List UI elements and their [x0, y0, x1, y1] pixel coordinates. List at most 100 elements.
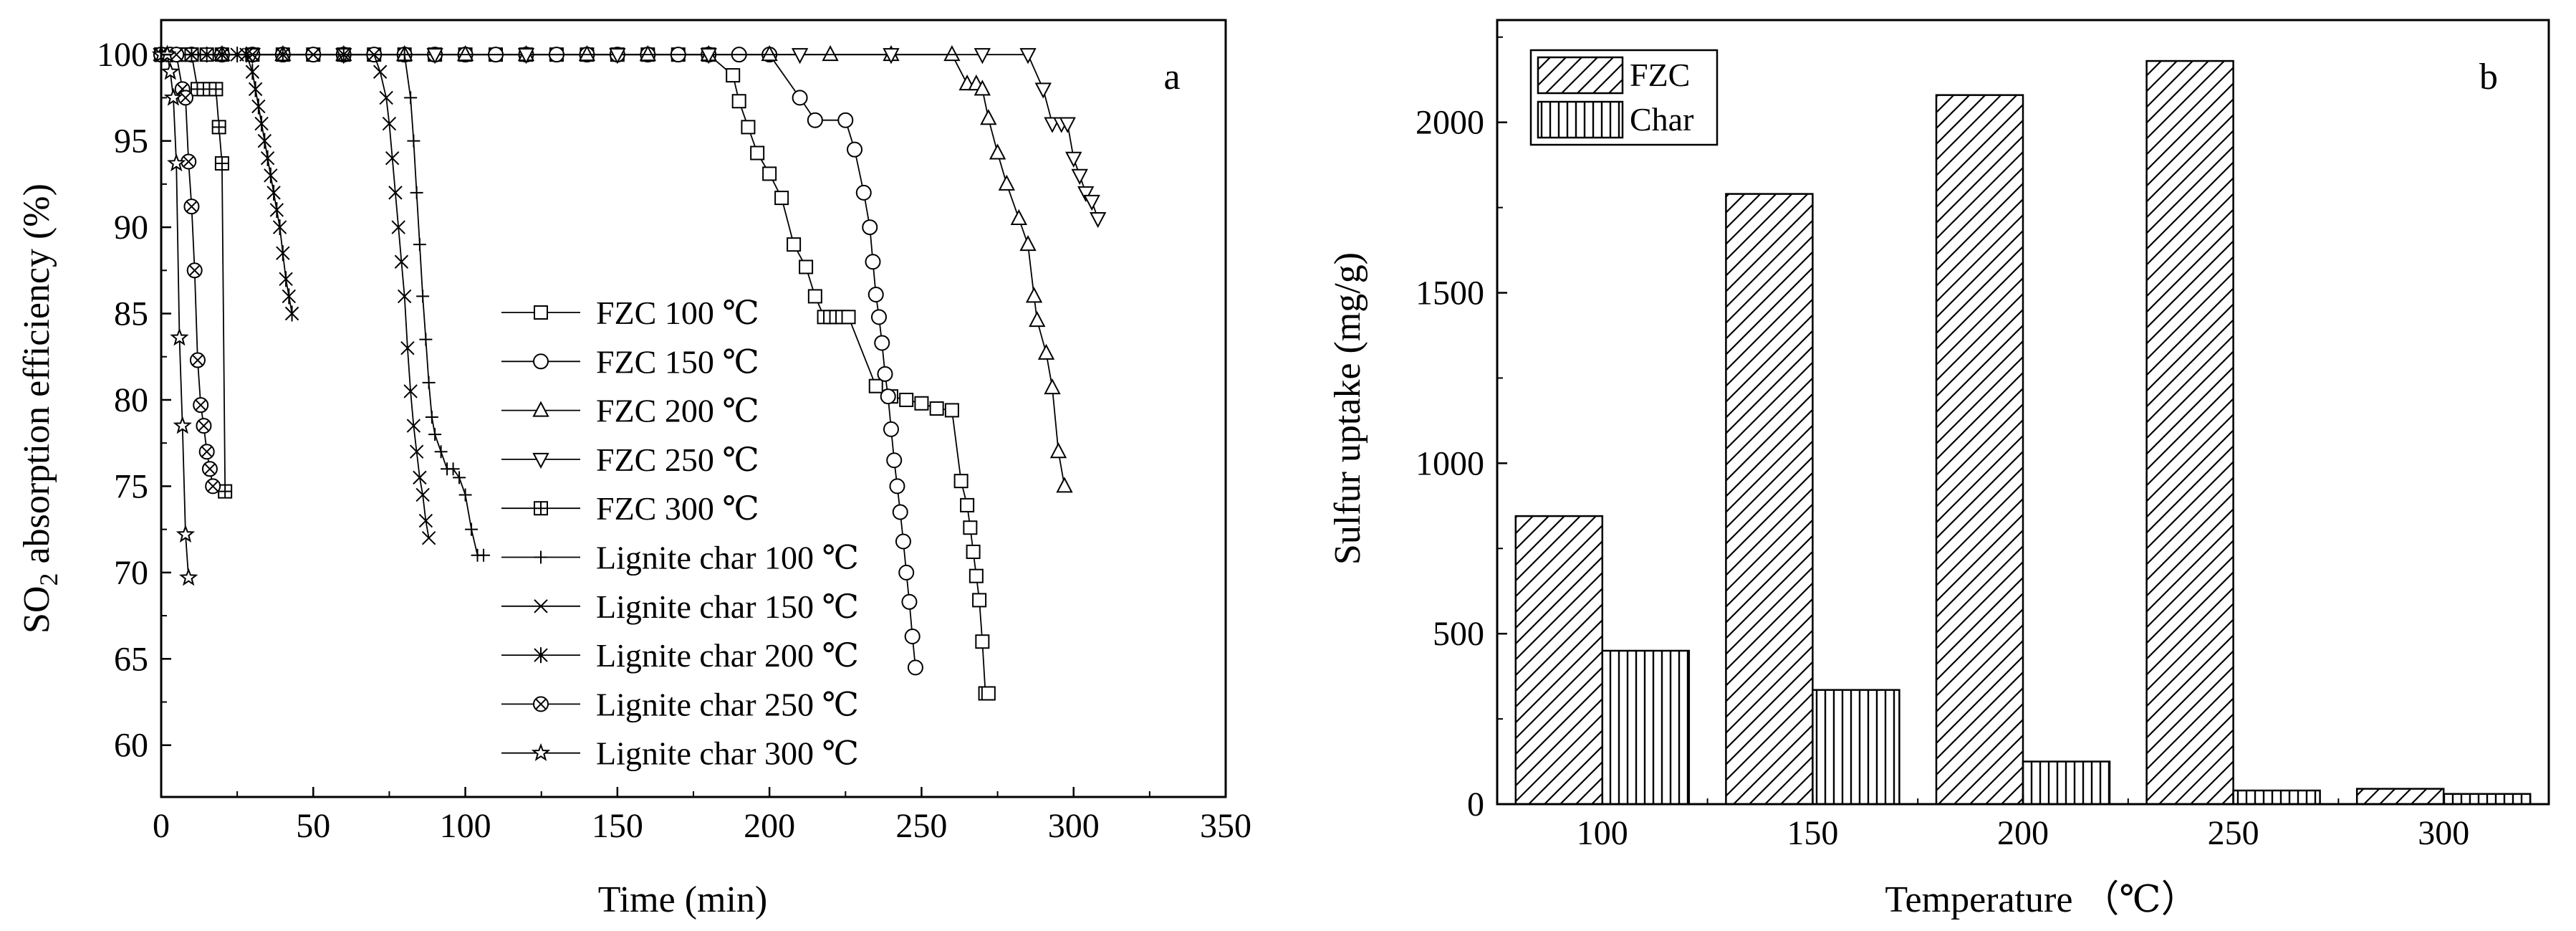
data-point-fzc-150-c	[877, 366, 893, 382]
data-point-fzc-100-c	[966, 544, 981, 559]
data-point-lignite-char-150-c	[415, 487, 430, 502]
y-tick-label: 1000	[1416, 444, 1484, 482]
data-point-fzc-100-c	[841, 310, 856, 325]
legend-marker-lignite-char-300-c	[531, 743, 551, 761]
legend-marker-lignite-char-200-c	[534, 647, 548, 664]
panel-a-series-layer	[151, 44, 1107, 701]
data-point-lignite-char-100-c	[465, 522, 479, 536]
y-tick-label: 1500	[1416, 274, 1484, 312]
data-point-lignite-char-200-c	[260, 150, 275, 166]
legend-entry-fzc-150-c: FZC 150 ℃	[501, 343, 759, 380]
data-point-lignite-char-300-c	[173, 416, 192, 434]
data-point-fzc-100-c	[731, 94, 746, 109]
data-point-fzc-250-c	[1034, 82, 1052, 99]
legend-entry-fzc-100-c: FZC 100 ℃	[501, 295, 759, 331]
data-point-lignite-char-300-c	[163, 87, 183, 106]
panel-b-bar-chart: 100 150 200 250 300 0 500 1000 1500 2000 b Temper…	[1327, 19, 2550, 920]
y-tick-label: 80	[114, 381, 148, 419]
data-point-lignite-char-150-c	[373, 65, 388, 79]
data-point-lignite-char-150-c	[385, 151, 400, 166]
data-point-lignite-char-100-c	[407, 134, 420, 148]
data-point-fzc-100-c	[726, 68, 741, 83]
panel-a-legend: FZC 100 ℃ FZC 150 ℃ FZC 200 ℃ FZC 250 ℃ FZC …	[501, 295, 859, 772]
data-point-fzc-250-c	[791, 48, 809, 65]
series-fzc-100-c	[154, 47, 996, 701]
data-point-lignite-char-250-c	[177, 90, 193, 106]
data-point-fzc-150-c	[855, 184, 872, 201]
data-point-lignite-char-100-c	[458, 488, 472, 502]
series-line-lignite-char-150-c	[161, 54, 430, 538]
x-tick-label: 100	[440, 807, 491, 845]
bar-char-200	[2022, 760, 2111, 806]
legend-marker-fzc-100-c	[534, 305, 548, 320]
bar-fzc-200	[1935, 94, 2024, 806]
data-point-lignite-char-300-c	[160, 62, 180, 80]
legend-label-lignite-char-200-c: Lignite char 200 ℃	[596, 637, 859, 674]
data-point-lignite-char-100-c	[428, 428, 442, 441]
data-point-lignite-char-150-c	[403, 384, 418, 398]
data-point-lignite-char-250-c	[181, 153, 197, 170]
legend-label-fzc: FZC	[1630, 57, 1690, 93]
y-tick-label: 90	[114, 209, 148, 247]
data-point-fzc-200-c	[1019, 235, 1037, 252]
panel-a-y-axis-title: SO2 absorption efficiency (%)	[16, 183, 63, 634]
data-point-fzc-200-c	[822, 45, 839, 62]
legend-label-lignite-char-100-c: Lignite char 100 ℃	[596, 540, 859, 576]
data-point-lignite-char-150-c	[388, 186, 403, 200]
data-point-fzc-200-c	[456, 45, 474, 62]
data-point-fzc-250-c	[517, 48, 535, 65]
data-point-fzc-250-c	[1077, 186, 1095, 203]
y-tick-label: 0	[1467, 786, 1484, 823]
data-point-lignite-char-200-c	[184, 47, 199, 63]
data-point-lignite-char-200-c	[245, 64, 260, 80]
data-point-fzc-100-c	[741, 120, 756, 135]
data-point-lignite-char-100-c	[477, 548, 491, 562]
data-point-lignite-char-250-c	[205, 478, 221, 495]
data-point-lignite-char-200-c	[248, 81, 263, 97]
data-point-fzc-100-c	[929, 401, 944, 416]
y-tick-label: 70	[114, 554, 148, 592]
data-point-lignite-char-100-c	[404, 91, 418, 105]
data-point-lignite-char-150-c	[418, 513, 433, 528]
data-point-fzc-150-c	[870, 309, 887, 325]
data-point-fzc-150-c	[901, 593, 918, 610]
data-point-fzc-100-c	[981, 686, 996, 701]
data-point-lignite-char-150-c	[367, 47, 381, 62]
data-point-fzc-150-c	[907, 659, 923, 676]
data-point-fzc-150-c	[862, 219, 878, 236]
data-point-fzc-250-c	[1065, 151, 1082, 168]
data-point-lignite-char-250-c	[201, 461, 218, 477]
data-point-lignite-char-200-c	[279, 271, 293, 287]
y-axis-title-subscript: 2	[34, 573, 63, 586]
y-tick-label: 2000	[1416, 104, 1484, 142]
data-point-fzc-300-c	[214, 156, 229, 171]
data-point-fzc-150-c	[847, 141, 863, 158]
data-point-fzc-250-c	[974, 48, 991, 65]
legend-entry-fzc-250-c: FZC 250 ℃	[501, 441, 759, 478]
data-point-fzc-150-c	[792, 90, 808, 106]
data-point-lignite-char-150-c	[382, 116, 397, 131]
data-point-lignite-char-300-c	[170, 328, 189, 346]
data-point-lignite-char-150-c	[276, 47, 290, 62]
x-tick-label: 50	[296, 807, 330, 845]
data-point-lignite-char-200-c	[284, 305, 299, 322]
data-point-lignite-char-100-c	[425, 411, 438, 424]
data-point-lignite-char-150-c	[400, 340, 415, 355]
x-tick-label: 150	[1787, 814, 1838, 852]
data-point-fzc-100-c	[972, 593, 987, 608]
x-tick-label: 300	[1048, 807, 1100, 845]
data-point-fzc-250-c	[609, 48, 626, 65]
data-point-lignite-char-200-c	[251, 98, 266, 115]
panel-b-y-axis-title: Sulfur uptake (mg/g)	[1327, 252, 1368, 565]
data-point-fzc-150-c	[904, 628, 921, 644]
y-tick-label: 500	[1433, 615, 1484, 653]
data-point-fzc-100-c	[774, 191, 789, 206]
data-point-fzc-250-c	[700, 48, 717, 65]
data-point-fzc-100-c	[969, 568, 984, 583]
data-point-lignite-char-100-c	[416, 290, 430, 303]
data-point-lignite-char-100-c	[434, 445, 448, 459]
data-point-lignite-char-250-c	[196, 418, 212, 434]
bar-char-150	[1812, 689, 1900, 806]
legend-entry-lignite-char-250-c: Lignite char 250 ℃	[501, 686, 859, 722]
data-point-fzc-100-c	[963, 520, 978, 535]
